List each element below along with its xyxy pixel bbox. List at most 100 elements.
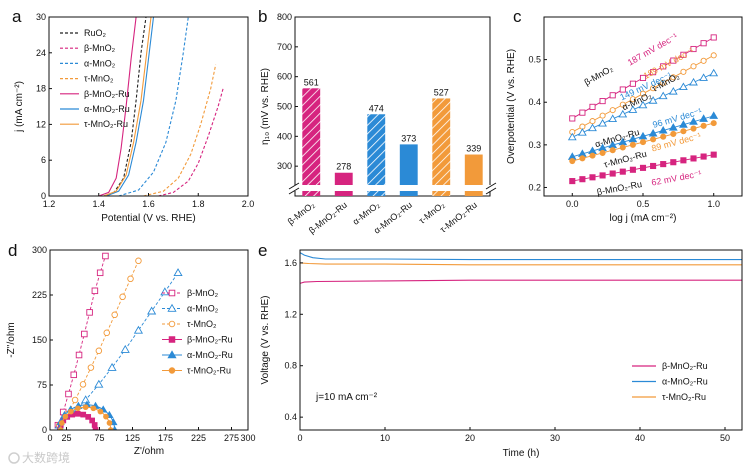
- panel-d-data-point: [86, 309, 93, 316]
- panel-c-data-point: [629, 96, 636, 103]
- panel-letter-e: e: [258, 241, 267, 260]
- panel-a-series-line: [106, 17, 155, 196]
- panel-c-data-point: [699, 73, 708, 81]
- panel-b-ytick-label: 700: [277, 42, 292, 52]
- panel-c-data-point: [629, 80, 636, 87]
- panel-d-xtick-label: 275: [224, 433, 239, 443]
- panel-a-legend-label: β-MnO₂: [84, 43, 116, 53]
- panel-d-legend-marker: [168, 320, 176, 328]
- panel-d-legend-label: τ-MnO₂: [187, 319, 217, 329]
- panel-c-data-point: [660, 161, 667, 168]
- panel-a-legend-label: RuO₂: [84, 28, 107, 38]
- panel-e-series-line: [299, 279, 742, 284]
- panel-a-axes-frame: [48, 16, 249, 197]
- panel-d-legend-label: τ-MnO₂-Ru: [187, 366, 231, 376]
- panel-b-bar: [432, 98, 451, 196]
- panel-a-legend-label: α-MnO₂-Ru: [84, 104, 130, 114]
- panel-b-value-label: 339: [466, 144, 481, 154]
- panel-a-ytick-label: 30: [36, 12, 46, 22]
- panel-e-legend-label: τ-MnO₂-Ru: [662, 392, 706, 402]
- panel-d-xtick-label: 300: [240, 433, 255, 443]
- panel-c-data-point: [660, 133, 667, 140]
- panel-d-plot-area: [54, 252, 183, 430]
- panel-b-value-label: 561: [304, 77, 319, 87]
- panel-c-data-point: [670, 74, 677, 81]
- panel-c-data-point: [579, 176, 586, 183]
- panel-d-data-point: [68, 408, 74, 415]
- panel-c-data-point: [660, 63, 667, 70]
- panel-c-data-point: [679, 82, 688, 91]
- panel-d-ytick-label: 75: [37, 380, 47, 390]
- panel-e-series-line: [299, 262, 742, 266]
- panel-c-data-point: [680, 68, 687, 75]
- panel-c-tafel-slope: 62 mV dec⁻¹: [651, 168, 703, 187]
- panel-a-ytick-label: 24: [36, 48, 46, 58]
- panel-c-data-point: [638, 100, 648, 109]
- panel-d-data-point: [57, 427, 64, 430]
- panel-d-data-point: [79, 381, 87, 388]
- panel-c-data-point: [618, 109, 628, 118]
- panel-c-xtick-label: 0.5: [637, 199, 650, 209]
- panel-c-data-point: [638, 131, 648, 140]
- panel-b-value-label: 278: [336, 162, 351, 172]
- panel-a-xtick-label: 2.0: [242, 199, 255, 209]
- panel-c-series-label: β-MnO₂-Ru: [596, 179, 643, 197]
- panel-b-bar: [334, 172, 353, 196]
- panel-c-ytick-label: 0.5: [528, 55, 541, 65]
- panel-d-xtick-label: 225: [191, 433, 206, 443]
- panel-e-ytick-label: 0.8: [284, 361, 297, 371]
- panel-c-data-point: [619, 101, 626, 108]
- panel-d-ytick-label: 300: [32, 245, 47, 255]
- panel-c-data-point: [589, 103, 596, 110]
- panel-e-ytick-label: 0.4: [284, 412, 297, 422]
- panel-c-data-point: [599, 149, 606, 156]
- watermark: 大数跨境: [22, 450, 70, 465]
- panel-d-data-point: [173, 268, 183, 277]
- panel-a-series-line: [158, 88, 224, 196]
- panel-b-ytick-label: 300: [277, 161, 292, 171]
- panel-c-data-point: [609, 107, 616, 114]
- panel-c-data-point: [680, 157, 687, 164]
- panel-c-data-point: [567, 132, 577, 141]
- panel-c-data-point: [690, 45, 697, 53]
- panel-b-axis-break-mark: [288, 182, 300, 190]
- panel-b-bar: [399, 144, 418, 196]
- panel-c-data-point: [670, 130, 677, 138]
- panel-c-data-point: [619, 144, 626, 151]
- panel-c-data-point: [690, 125, 697, 132]
- panel-d-ytick-label: 0: [42, 425, 47, 435]
- panel-b-bar: [367, 114, 386, 196]
- panel-e-axes-frame: [299, 249, 743, 431]
- panel-c-data-point: [650, 136, 657, 143]
- panel-c-data-point: [569, 115, 576, 122]
- panel-b-category-label: τ-MnO₂: [417, 199, 447, 225]
- panel-d-data-point: [85, 414, 92, 420]
- panel-c-ytick-label: 0.4: [528, 97, 541, 107]
- panel-e-xtick-label: 0: [297, 433, 302, 443]
- panel-d-xtick-label: 0: [47, 433, 52, 443]
- panel-b-axis-break-mark: [485, 187, 497, 195]
- panel-a-legend-label: τ-MnO₂-Ru: [84, 119, 128, 129]
- panel-b-ytick-label: 500: [277, 102, 292, 112]
- panel-c-data-point: [579, 155, 586, 162]
- panel-c-data-point: [639, 139, 647, 146]
- panel-d-legend-marker: [168, 336, 176, 343]
- panel-c-series-label: β-MnO₂: [582, 63, 614, 87]
- panel-c-data-point: [700, 57, 707, 64]
- watermark-logo: [8, 452, 20, 464]
- panel-a-legend-label: τ-MnO₂: [84, 74, 114, 84]
- panel-c-data-point: [710, 151, 717, 158]
- panel-b-value-label: 474: [369, 103, 384, 113]
- panel-c-data-point: [639, 164, 647, 171]
- panel-c-data-point: [629, 141, 636, 148]
- panel-b-ytick-label: 800: [277, 12, 292, 22]
- panel-d-fit-line: [58, 260, 139, 426]
- panel-c-data-point: [670, 57, 677, 64]
- panel-c-data-point: [599, 172, 606, 179]
- panel-b-value-label: 527: [434, 87, 449, 97]
- panel-d-xtick-label: 25: [61, 433, 71, 443]
- panel-e-xlabel: Time (h): [503, 448, 540, 459]
- panel-c-data-point: [699, 114, 708, 122]
- panel-a-ylabel: j (mA cm⁻²): [14, 81, 25, 133]
- panel-c-data-point: [668, 87, 678, 95]
